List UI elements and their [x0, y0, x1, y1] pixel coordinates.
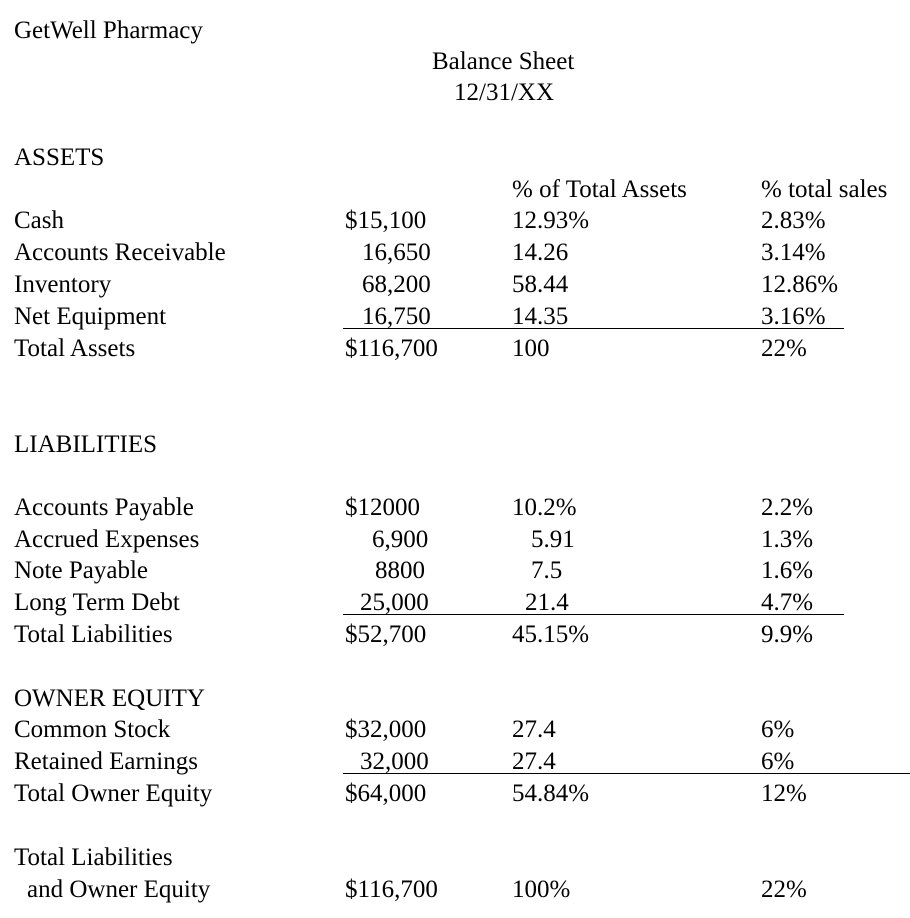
row-amount: 16,650	[362, 239, 431, 266]
row-amount: $12000	[345, 494, 420, 521]
row-pct-assets: 7.5	[531, 557, 563, 584]
total-label: Total Owner Equity	[14, 780, 213, 807]
subtotal-rule	[343, 614, 844, 615]
liabilities-heading: LIABILITIES	[14, 431, 158, 458]
row-pct-sales: 3.14%	[761, 239, 826, 266]
total-pct-sales: 22%	[761, 335, 807, 362]
row-label: Accounts Payable	[14, 494, 194, 521]
row-amount: 16,750	[362, 303, 431, 330]
row-pct-sales: 1.3%	[761, 526, 814, 553]
row-label: Accounts Receivable	[14, 239, 226, 266]
total-amount: $52,700	[345, 621, 427, 648]
total-pct-assets: 100	[512, 335, 550, 362]
row-pct-sales: 2.83%	[761, 207, 826, 234]
row-pct-sales: 4.7%	[761, 589, 814, 616]
row-pct-sales: 12.86%	[761, 271, 839, 298]
subtotal-rule	[343, 328, 844, 329]
row-amount: 32,000	[360, 748, 429, 775]
row-pct-assets: 5.91	[531, 526, 575, 553]
row-pct-sales: 2.2%	[761, 494, 814, 521]
row-label: Net Equipment	[14, 303, 167, 330]
row-amount: 68,200	[362, 271, 431, 298]
row-pct-sales: 6%	[761, 748, 795, 775]
subtotal-rule	[343, 773, 910, 774]
grand-total-pct-assets: 100%	[512, 876, 571, 903]
total-pct-assets: 45.15%	[512, 621, 590, 648]
row-label: Long Term Debt	[14, 589, 180, 616]
row-amount: $15,100	[345, 207, 427, 234]
total-label: Total Assets	[14, 335, 136, 362]
row-label: Inventory	[14, 271, 112, 298]
company-name: GetWell Pharmacy	[14, 17, 203, 44]
grand-total-amount: $116,700	[345, 876, 438, 903]
total-label: Total Liabilities	[14, 621, 173, 648]
row-label: Cash	[14, 207, 64, 234]
report-date: 12/31/XX	[454, 79, 554, 106]
row-pct-assets: 27.4	[512, 716, 556, 743]
column-header-pct-total-sales: % total sales	[761, 176, 888, 203]
row-amount: 8800	[375, 557, 425, 584]
total-pct-assets: 54.84%	[512, 780, 590, 807]
row-pct-assets: 14.26	[512, 239, 569, 266]
column-header-pct-total-assets: % of Total Assets	[512, 176, 687, 203]
grand-total-label-line2: and Owner Equity	[27, 876, 211, 903]
row-label: Common Stock	[14, 716, 171, 743]
grand-total-pct-sales: 22%	[761, 876, 807, 903]
row-pct-assets: 10.2%	[512, 494, 577, 521]
row-pct-assets: 21.4	[525, 589, 569, 616]
row-pct-assets: 58.44	[512, 271, 569, 298]
owner-equity-heading: OWNER EQUITY	[14, 685, 205, 712]
total-amount: $64,000	[345, 780, 427, 807]
grand-total-label-line1: Total Liabilities	[14, 844, 173, 871]
row-amount: $32,000	[345, 716, 427, 743]
total-amount: $116,700	[345, 335, 438, 362]
row-pct-assets: 27.4	[512, 748, 556, 775]
row-pct-assets: 14.35	[512, 303, 569, 330]
page-title: Balance Sheet	[432, 48, 575, 75]
row-pct-assets: 12.93%	[512, 207, 590, 234]
total-pct-sales: 12%	[761, 780, 807, 807]
row-label: Note Payable	[14, 557, 148, 584]
row-pct-sales: 1.6%	[761, 557, 814, 584]
row-pct-sales: 6%	[761, 716, 795, 743]
row-pct-sales: 3.16%	[761, 303, 826, 330]
row-amount: 6,900	[372, 526, 429, 553]
total-pct-sales: 9.9%	[761, 621, 814, 648]
row-amount: 25,000	[360, 589, 429, 616]
row-label: Retained Earnings	[14, 748, 198, 775]
assets-heading: ASSETS	[14, 144, 105, 171]
row-label: Accrued Expenses	[14, 526, 200, 553]
